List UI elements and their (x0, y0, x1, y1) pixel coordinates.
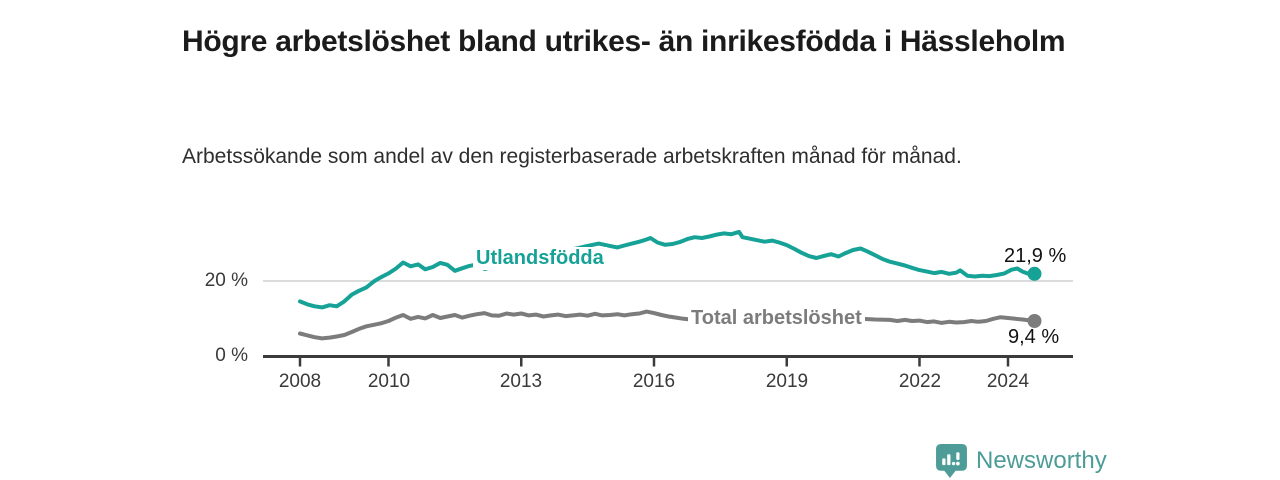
series-end-dot-utlandsfodda (1027, 266, 1042, 281)
x-axis-label-2019: 2019 (765, 371, 809, 392)
series-label-utlandsfodda: Utlandsfödda (473, 247, 607, 270)
y-axis-label-20: 20 % (204, 270, 248, 291)
x-axis-label-2010: 2010 (367, 371, 411, 392)
newsworthy-pin-bar-chart-icon (936, 444, 967, 478)
series-label-total-arbetsloshet: Total arbetslöshet (688, 307, 865, 330)
series-end-dot-total-arbetsloshet (1027, 314, 1042, 328)
series-line-utlandsfodda (298, 229, 1037, 310)
chart-title: Högre arbetslöshet bland utrikes- än inr… (182, 25, 1066, 59)
x-axis-label-2022: 2022 (898, 371, 942, 392)
x-axis-label-2016: 2016 (632, 371, 676, 392)
end-value-label-utlandsfodda: 21,9 % (1004, 245, 1067, 267)
series-line-total-arbetsloshet (298, 309, 1037, 341)
x-axis-label-2024: 2024 (986, 371, 1030, 392)
newsworthy-logo: Newsworthy (936, 444, 1107, 478)
end-value-label-total-arbetsloshet: 9,4 % (1008, 326, 1060, 348)
x-axis-label-2013: 2013 (499, 371, 543, 392)
y-axis-label-0: 0 % (215, 345, 248, 366)
x-axis-label-2008: 2008 (278, 371, 322, 392)
x-axis-ticks (298, 358, 1010, 367)
newsworthy-logo-text: Newsworthy (976, 447, 1107, 474)
chart-subtitle: Arbetssökande som andel av den registerb… (182, 145, 962, 168)
